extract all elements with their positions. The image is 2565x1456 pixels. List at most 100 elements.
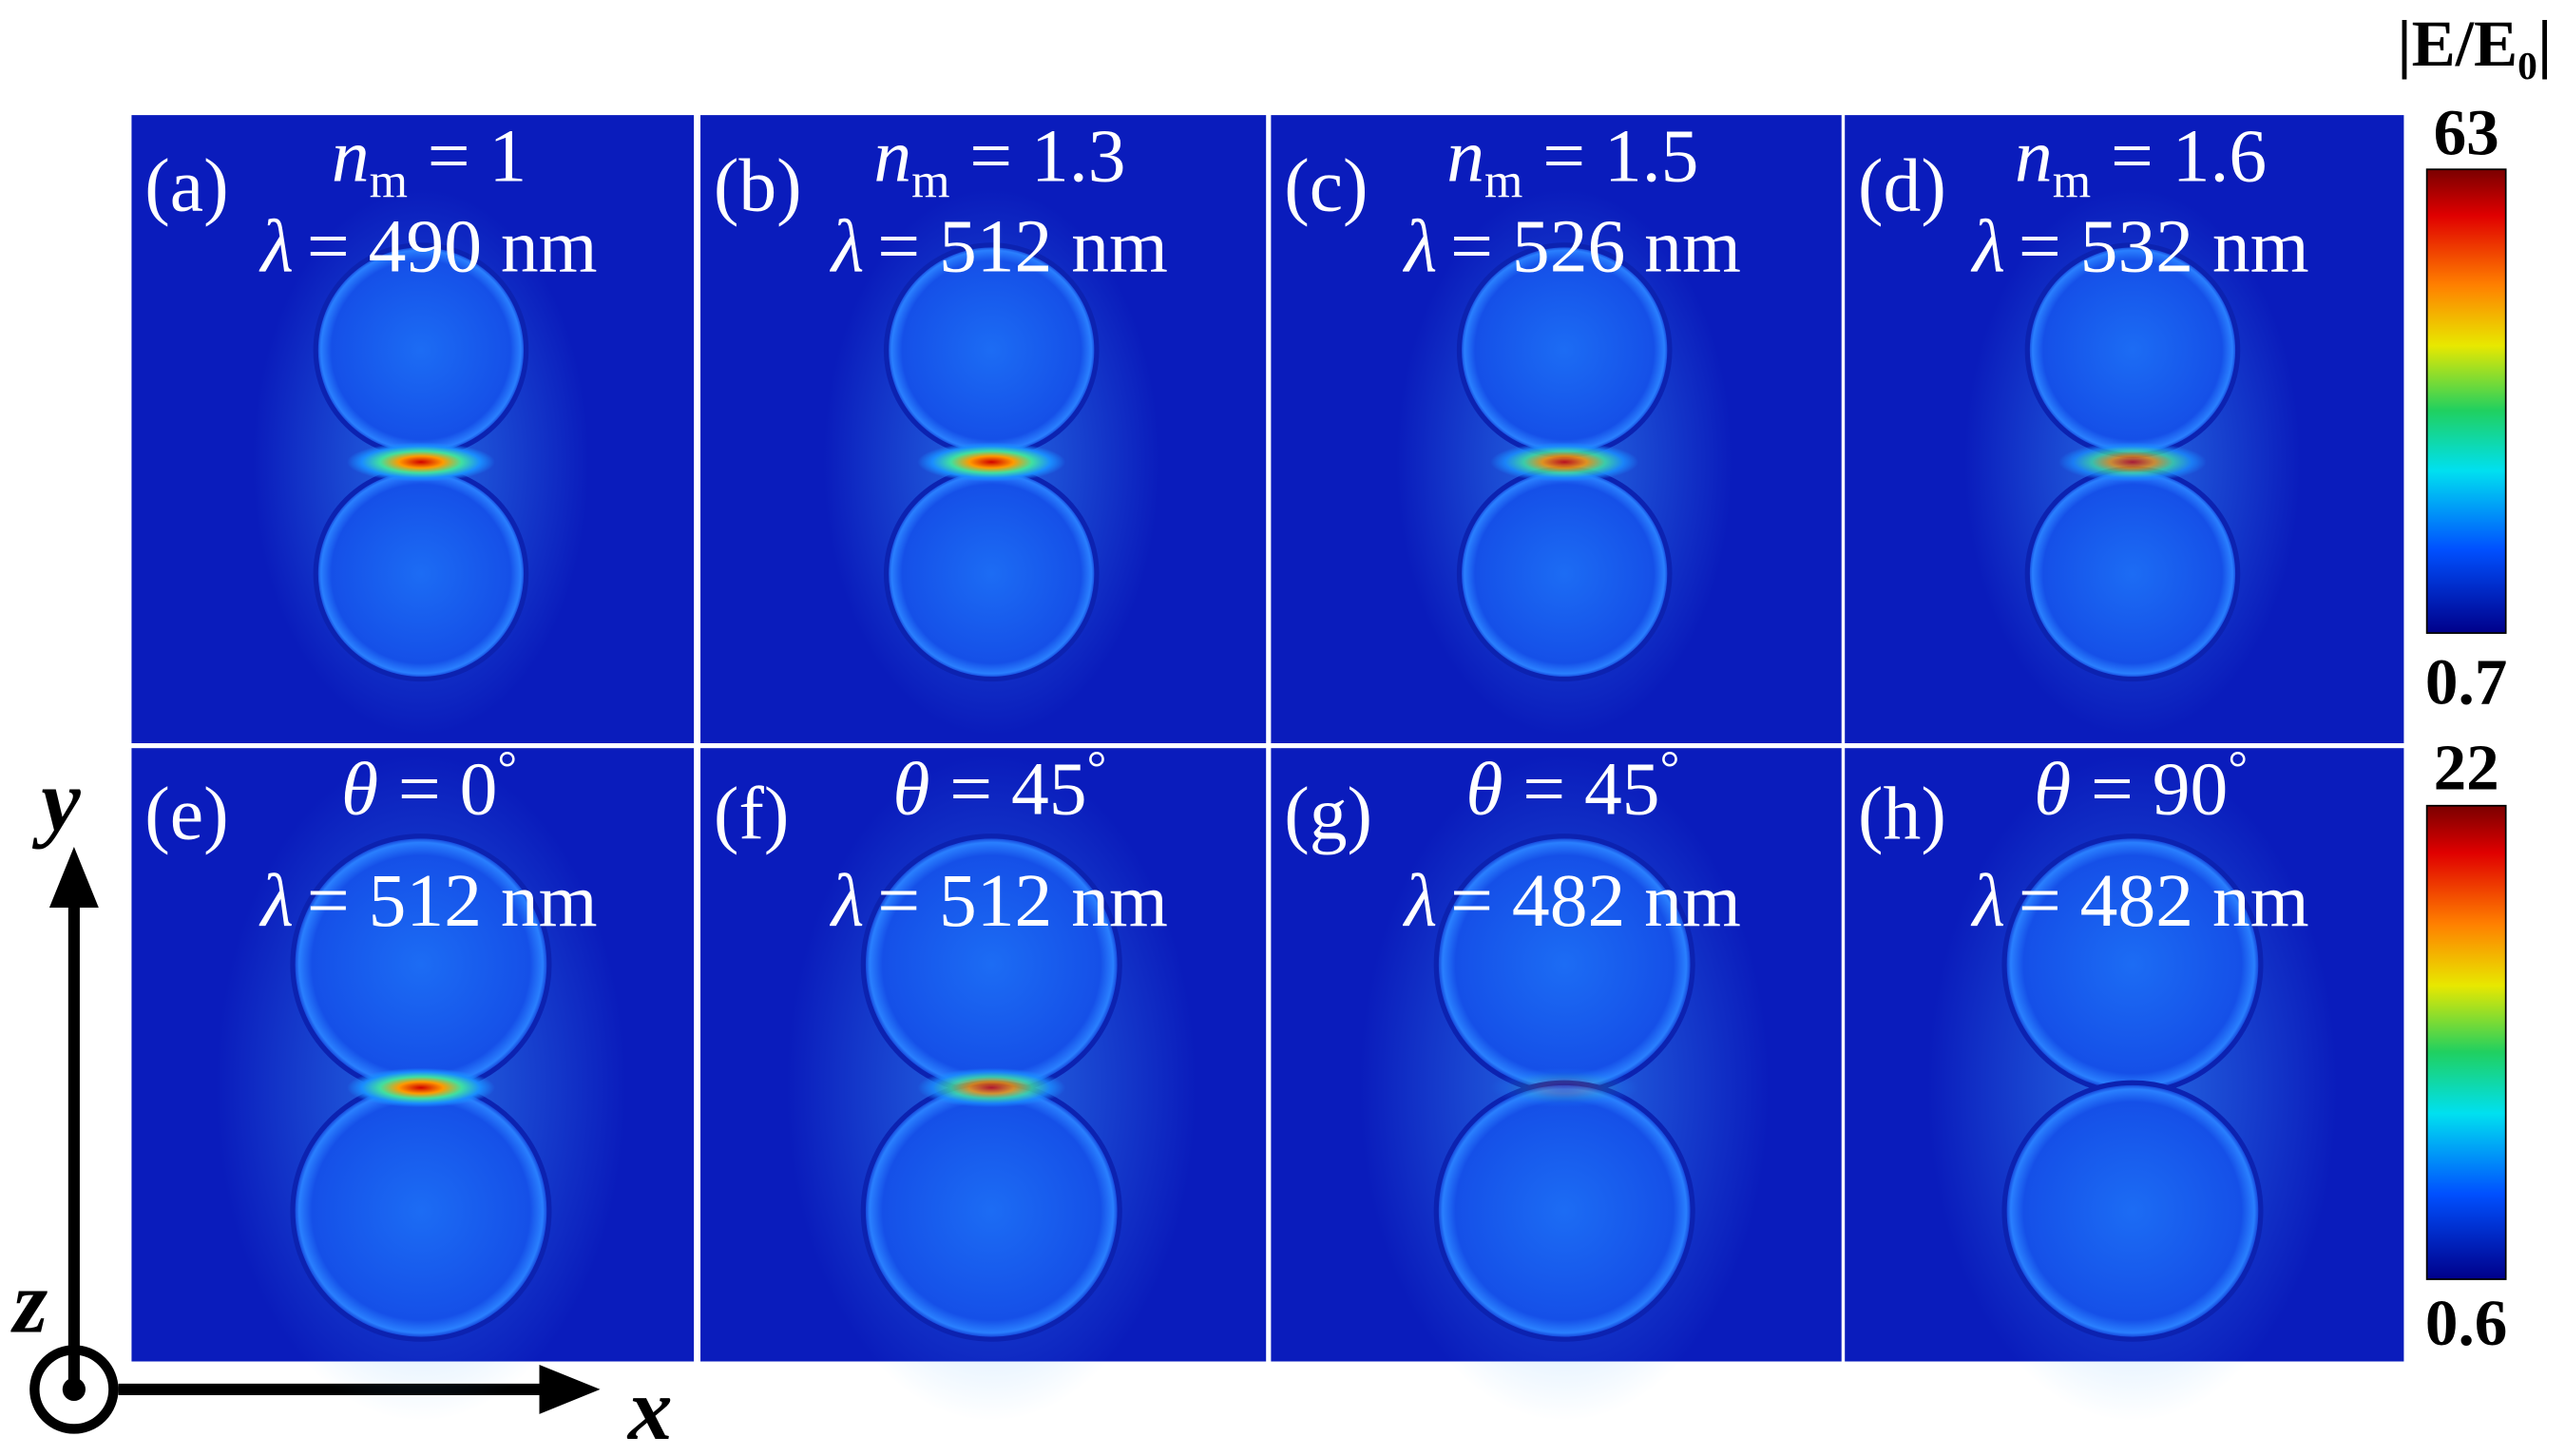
wavelength-line: λ = 490 nm [259,204,598,288]
sphere-bottom [1433,1080,1695,1342]
parameter-superscript: ° [1087,741,1107,795]
parameter-line: θ = 0° [341,741,517,831]
panel-label: (f) [714,772,790,855]
wavelength-value: = 512 nm [877,204,1168,288]
wavelength-symbol: λ [259,859,294,943]
wavelength-value: = 490 nm [307,204,598,288]
colorbar-min: 0.6 [2425,1286,2507,1359]
colorbar-min: 0.7 [2425,644,2507,718]
parameter-value: = 45 [949,747,1086,831]
parameter-line: nm = 1 [332,114,527,208]
panel-label: (b) [714,144,802,227]
sphere-bottom [1456,466,1673,682]
hotspot [347,442,495,482]
parameter-symbol: n [1446,114,1484,198]
wavelength-symbol: λ [830,204,864,288]
z-circle [29,1345,119,1434]
field-panel: (b) nm = 1.3λ = 512 nm [700,114,1267,744]
wavelength-symbol: λ [1403,204,1437,288]
hotspot [2058,442,2207,482]
sphere-bottom [883,466,1100,682]
parameter-line: θ = 90° [2034,741,2248,831]
wavelength-line: λ = 512 nm [830,859,1168,943]
wavelength-line: λ = 482 nm [1971,859,2309,943]
hotspot [1490,1067,1639,1108]
colorbar-title-text: |E/E [2397,7,2517,80]
wavelength-value: = 532 nm [2019,204,2309,288]
field-panel: (a) nm = 1λ = 490 nm [131,114,695,744]
wavelength-value: = 526 nm [1450,204,1741,288]
parameter-line: nm = 1.6 [2015,114,2267,208]
parameter-symbol: θ [2034,747,2071,831]
sphere-bottom [860,1080,1122,1342]
sphere-bottom [2001,1080,2264,1342]
parameter-subscript: m [370,155,408,209]
parameter-superscript: ° [2228,741,2248,795]
colorbar [2425,804,2507,1280]
axis-z-label: z [10,1254,48,1351]
field-panel: (d) nm = 1.6λ = 532 nm [1845,114,2404,744]
hotspot [917,442,1066,482]
parameter-subscript: m [1484,155,1522,209]
y-arrowhead [48,846,99,909]
panel-label: (g) [1284,772,1372,855]
wavelength-value: = 482 nm [2019,859,2309,943]
hotspot [347,1067,495,1108]
parameter-symbol: n [332,114,370,198]
parameter-line: θ = 45° [892,741,1106,831]
wavelength-value: = 482 nm [1450,859,1741,943]
parameter-value: = 1.5 [1542,114,1698,198]
panel-label: (h) [1858,772,1946,855]
wavelength-line: λ = 526 nm [1403,204,1741,288]
colorbar-max: 63 [2434,96,2499,169]
parameter-line: θ = 45° [1465,741,1679,831]
wavelength-symbol: λ [1971,204,2005,288]
panel-label: (a) [144,144,228,227]
sphere-bottom [313,466,529,682]
field-panel: (h) θ = 90° λ = 482 nm [1845,741,2404,1422]
parameter-value: = 0 [398,747,498,831]
wavelength-line: λ = 512 nm [259,859,598,943]
sphere-bottom [2024,466,2241,682]
panel-label: (e) [144,772,228,855]
parameter-superscript: ° [497,741,517,795]
wavelength-value: = 512 nm [877,859,1168,943]
hotspot [917,1067,1066,1108]
coordinate-axes [29,846,601,1434]
parameter-value: = 90 [2091,747,2228,831]
sphere-bottom [290,1080,552,1342]
parameter-value: = 1.3 [969,114,1125,198]
wavelength-line: λ = 482 nm [1403,859,1741,943]
wavelength-value: = 512 nm [307,859,598,943]
parameter-line: nm = 1.3 [873,114,1125,208]
wavelength-symbol: λ [1971,859,2005,943]
parameter-symbol: θ [1465,747,1503,831]
field-panel: (e) θ = 0° λ = 512 nm [131,741,695,1422]
field-panel: (c) nm = 1.5λ = 526 nm [1271,114,1842,744]
parameter-subscript: m [911,155,949,209]
axis-y-label: y [31,753,81,851]
parameter-symbol: θ [341,747,378,831]
field-panel: (g) θ = 45° λ = 482 nm [1271,741,1842,1422]
wavelength-line: λ = 532 nm [1971,204,2309,288]
field-panel: (f) θ = 45° λ = 512 nm [700,741,1267,1422]
parameter-symbol: n [2015,114,2053,198]
wavelength-symbol: λ [1403,859,1437,943]
parameter-value: = 1.6 [2111,114,2267,198]
parameter-value: = 45 [1522,747,1659,831]
colorbar-max: 22 [2434,730,2499,803]
parameter-value: = 1 [428,114,527,198]
colorbar-title-subscript: 0 [2517,44,2537,87]
wavelength-symbol: λ [830,859,864,943]
wavelength-symbol: λ [259,204,294,288]
parameter-symbol: θ [892,747,929,831]
parameter-subscript: m [2053,155,2091,209]
parameter-symbol: n [873,114,911,198]
parameter-superscript: ° [1660,741,1680,795]
colorbar-title-closing: | [2537,7,2552,80]
colorbar-title: |E/E0| [2397,7,2552,87]
wavelength-line: λ = 512 nm [830,204,1168,288]
hotspot [1490,442,1639,482]
